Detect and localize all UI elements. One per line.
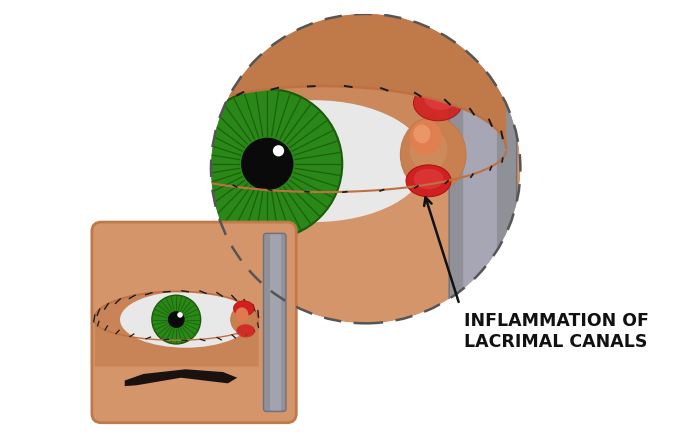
Ellipse shape <box>424 87 457 110</box>
FancyBboxPatch shape <box>92 222 296 423</box>
Circle shape <box>211 14 521 323</box>
Ellipse shape <box>220 50 437 174</box>
Circle shape <box>193 89 342 239</box>
Ellipse shape <box>414 124 431 143</box>
Polygon shape <box>95 291 259 367</box>
Ellipse shape <box>235 307 248 322</box>
Ellipse shape <box>233 301 254 316</box>
Polygon shape <box>142 4 506 148</box>
Ellipse shape <box>406 165 451 197</box>
FancyBboxPatch shape <box>449 18 517 320</box>
Circle shape <box>273 145 284 157</box>
FancyBboxPatch shape <box>270 234 281 410</box>
Circle shape <box>177 312 183 318</box>
Ellipse shape <box>237 324 255 337</box>
Circle shape <box>241 138 294 190</box>
Circle shape <box>168 311 184 328</box>
Ellipse shape <box>401 117 466 192</box>
Ellipse shape <box>414 169 443 189</box>
FancyBboxPatch shape <box>264 233 286 412</box>
Ellipse shape <box>231 306 257 334</box>
Ellipse shape <box>120 291 252 348</box>
Polygon shape <box>125 369 237 386</box>
Ellipse shape <box>201 100 426 222</box>
Ellipse shape <box>410 129 447 171</box>
FancyBboxPatch shape <box>463 27 497 313</box>
Ellipse shape <box>414 85 462 121</box>
Ellipse shape <box>410 120 441 156</box>
Text: INFLAMMATION OF: INFLAMMATION OF <box>464 312 649 330</box>
Circle shape <box>152 295 201 344</box>
Text: LACRIMAL CANALS: LACRIMAL CANALS <box>464 333 647 351</box>
